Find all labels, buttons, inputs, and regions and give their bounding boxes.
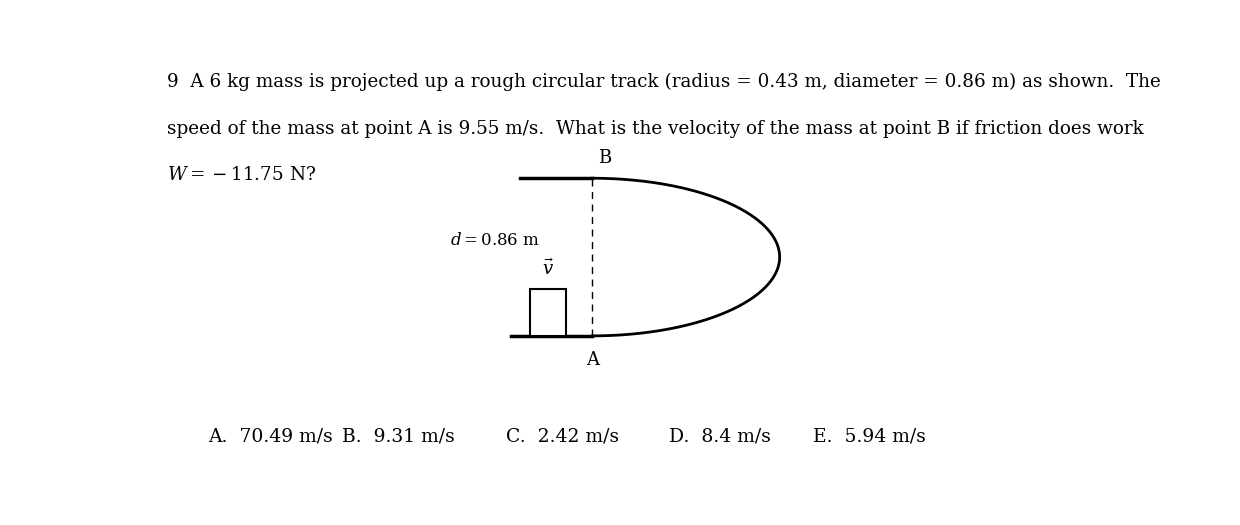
- Text: A: A: [585, 351, 599, 369]
- Bar: [529, 289, 567, 336]
- Text: $\vec{v}$: $\vec{v}$: [542, 259, 554, 279]
- Text: A.  70.49 m/s: A. 70.49 m/s: [208, 427, 332, 445]
- Text: $d = 0.86$ m: $d = 0.86$ m: [450, 233, 539, 249]
- Text: $W = -11.75$ N?: $W = -11.75$ N?: [166, 166, 316, 184]
- Text: C.  2.42 m/s: C. 2.42 m/s: [506, 427, 619, 445]
- Text: 9  A 6 kg mass is projected up a rough circular track (radius = 0.43 m, diameter: 9 A 6 kg mass is projected up a rough ci…: [166, 73, 1161, 91]
- Text: B: B: [598, 149, 611, 167]
- Text: B.  9.31 m/s: B. 9.31 m/s: [342, 427, 455, 445]
- Text: E.  5.94 m/s: E. 5.94 m/s: [813, 427, 926, 445]
- Text: speed of the mass at point A is 9.55 m/s.  What is the velocity of the mass at p: speed of the mass at point A is 9.55 m/s…: [166, 120, 1143, 138]
- Text: D.  8.4 m/s: D. 8.4 m/s: [670, 427, 771, 445]
